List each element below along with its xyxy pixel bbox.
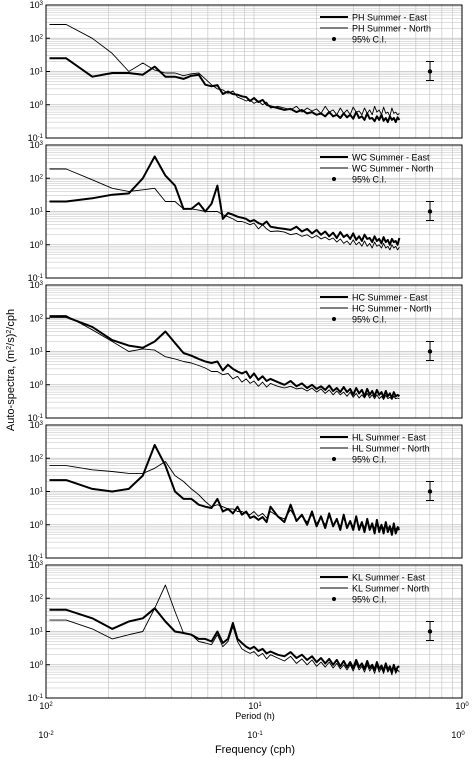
y-tick-label: 102 — [30, 313, 44, 323]
y-axis-title-part1: Auto-spectra, (m — [5, 350, 17, 431]
legend-label: WC Summer - East — [352, 153, 430, 163]
series-line-east — [49, 155, 401, 246]
series-line-north — [49, 461, 400, 531]
y-tick-label: 103 — [30, 140, 44, 150]
legend-ci-label: 95% C.I. — [352, 315, 387, 325]
y-tick-label: 103 — [30, 280, 44, 290]
top-tick-label-0: 102 — [39, 701, 53, 711]
legend-ci-label: 95% C.I. — [352, 595, 387, 605]
y-tick-label: 10-1 — [28, 273, 44, 283]
y-tick-label: 103 — [30, 560, 44, 570]
bottom-axis-title: Frequency (cph) — [215, 744, 295, 756]
series-line-north — [49, 168, 400, 251]
bottom-tick-label-0: 10-2 — [38, 730, 54, 740]
series-line-north — [49, 315, 400, 400]
y-tick-label: 100 — [30, 660, 44, 670]
y-tick-label: 102 — [30, 173, 44, 183]
legend-label: PH Summer - East — [352, 13, 428, 23]
y-axis-title-part2: /s) — [5, 334, 17, 346]
top-axis-title: Period (h) — [235, 711, 275, 721]
legend-label: HC Summer - North — [352, 304, 432, 314]
legend-ci-label: 95% C.I. — [352, 35, 387, 45]
y-axis-title: Auto-spectra, (m2/s)2/cph — [5, 309, 17, 431]
y-tick-label: 101 — [30, 627, 44, 637]
top-tick-label-1: 101 — [248, 701, 262, 711]
legend-label: KL Summer - East — [352, 573, 426, 583]
series-line-east — [49, 57, 401, 124]
legend-label: KL Summer - North — [352, 584, 429, 594]
y-tick-label: 100 — [30, 520, 44, 530]
legend-ci-marker — [332, 597, 336, 601]
legend-ci-marker — [332, 37, 336, 41]
y-tick-label: 102 — [30, 453, 44, 463]
legend-label: WC Summer - North — [352, 164, 434, 174]
y-tick-label: 101 — [30, 487, 44, 497]
y-tick-label: 101 — [30, 207, 44, 217]
legend-label: HC Summer - East — [352, 293, 428, 303]
y-axis-title-part3: /cph — [5, 309, 17, 330]
ci-point — [427, 629, 433, 634]
series-line-east — [49, 315, 401, 399]
legend-ci-marker — [332, 177, 336, 181]
legend-ci-label: 95% C.I. — [352, 175, 387, 185]
y-tick-label: 100 — [30, 240, 44, 250]
legend-label: HL Summer - East — [352, 433, 426, 443]
legend-label: HL Summer - North — [352, 444, 430, 454]
y-tick-label: 101 — [30, 67, 44, 77]
series-line-east — [49, 607, 400, 674]
y-tick-label: 10-1 — [28, 553, 44, 563]
y-tick-label: 102 — [30, 33, 44, 43]
ci-point — [427, 349, 433, 354]
legend-label: PH Summer - North — [352, 24, 431, 34]
legend-ci-marker — [332, 457, 336, 461]
y-tick-label: 10-1 — [28, 413, 44, 423]
series-line-north — [49, 24, 400, 117]
bottom-tick-label-1: 10-1 — [247, 730, 263, 740]
y-tick-label: 103 — [30, 420, 44, 430]
y-tick-label: 101 — [30, 347, 44, 357]
y-tick-label: 100 — [30, 380, 44, 390]
y-tick-label: 103 — [30, 0, 44, 10]
top-tick-label-2: 100 — [455, 701, 469, 711]
y-tick-label: 100 — [30, 100, 44, 110]
bottom-tick-label-2: 100 — [451, 730, 465, 740]
y-tick-label: 10-1 — [28, 693, 44, 703]
legend-ci-label: 95% C.I. — [352, 455, 387, 465]
y-tick-label: 102 — [30, 593, 44, 603]
y-axis-title-sup1: 2 — [6, 346, 13, 350]
y-tick-label: 10-1 — [28, 133, 44, 143]
y-axis-title-sup2: 2 — [6, 330, 13, 334]
legend-ci-marker — [332, 317, 336, 321]
ci-point — [427, 209, 433, 214]
ci-point — [427, 69, 433, 74]
ci-point — [427, 489, 433, 494]
series-line-north — [49, 584, 400, 676]
